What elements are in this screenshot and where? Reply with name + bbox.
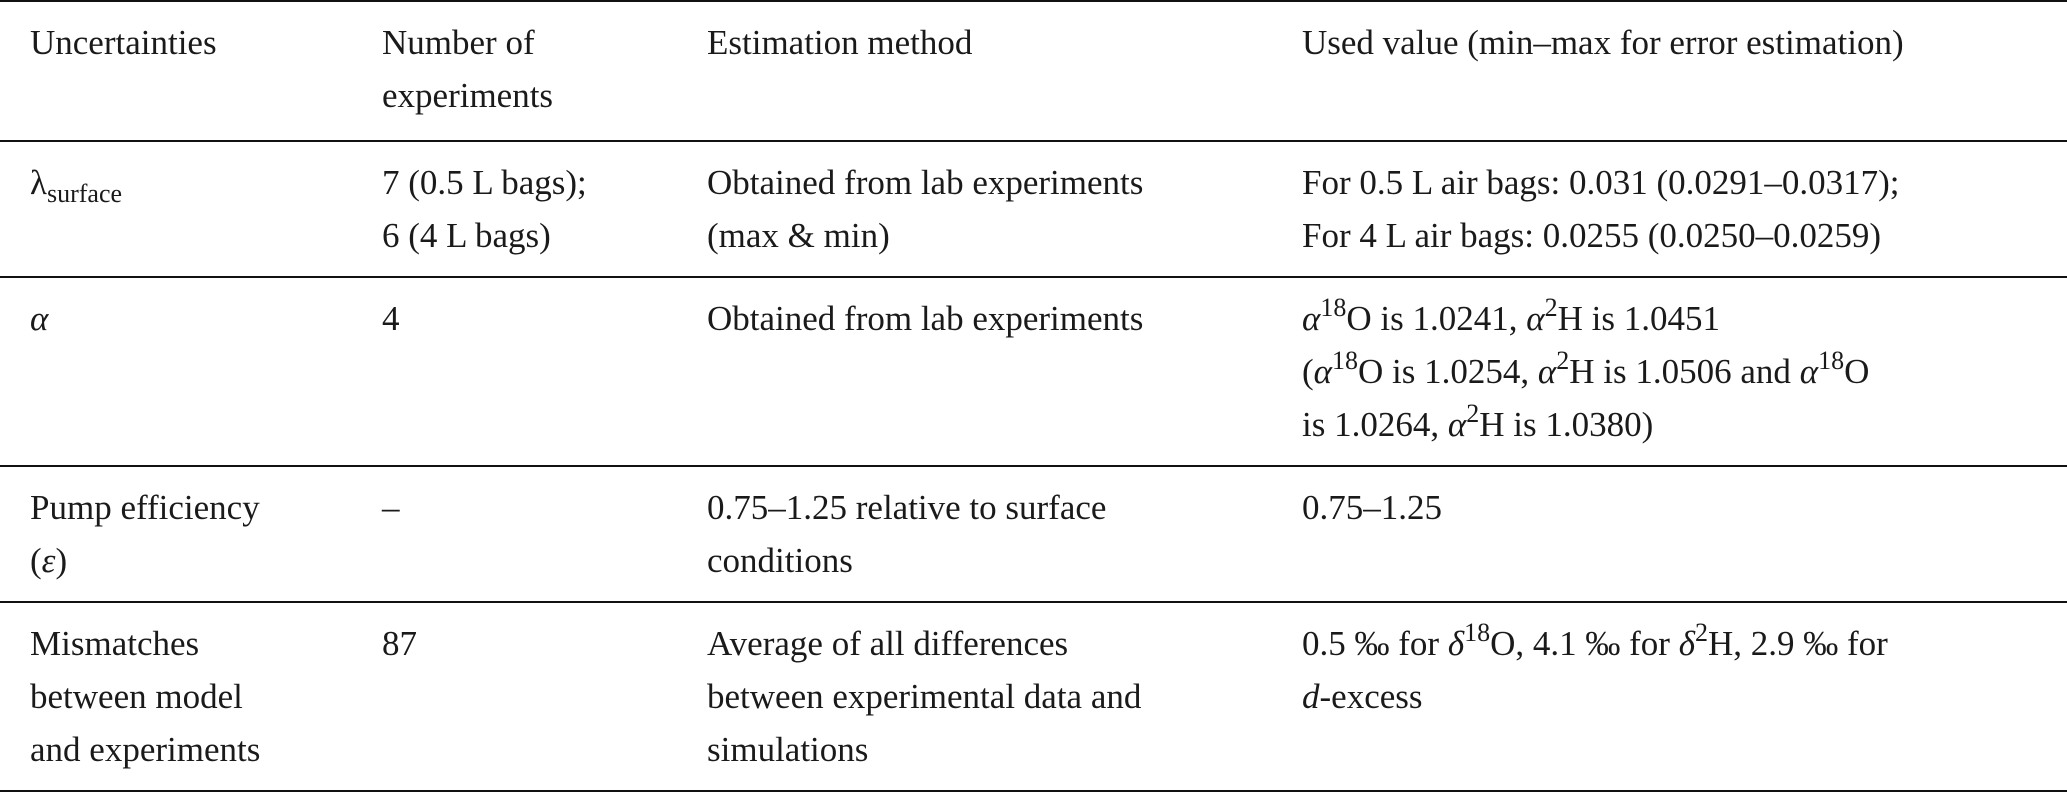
header-number-of-experiments: Number of experiments (382, 1, 707, 141)
name-line: Pump efficiency (30, 488, 260, 527)
cell-uncertainty-mismatches: Mismatches between model and experiments (0, 602, 382, 791)
cell-used-value: For 0.5 L air bags: 0.031 (0.0291–0.0317… (1302, 141, 2067, 277)
cell-method: Obtained from lab experiments (707, 299, 1144, 338)
header-experiments-line-2: experiments (382, 76, 554, 115)
cell-method: 0.75–1.25 relative to surface conditions (707, 466, 1302, 602)
cell-experiments: 87 (382, 624, 417, 663)
experiments-line: 7 (0.5 L bags); (382, 163, 587, 202)
epsilon-symbol: ε (41, 541, 56, 580)
method-line: Average of all differences (707, 624, 1069, 663)
cell-experiments: – (382, 488, 400, 527)
value-line: For 0.5 L air bags: 0.031 (0.0291–0.0317… (1302, 163, 1900, 202)
value-text: -excess (1319, 677, 1423, 716)
name-line: between model (30, 677, 243, 716)
value-line: d-excess (1302, 670, 2047, 723)
superscript: 18 (1320, 293, 1347, 322)
value-text: O is 1.0254, (1358, 352, 1538, 391)
method-line: Obtained from lab experiments (707, 163, 1144, 202)
method-line: (max & min) (707, 216, 890, 255)
cell-experiments: 7 (0.5 L bags); 6 (4 L bags) (382, 141, 707, 277)
experiments-line: 6 (4 L bags) (382, 216, 551, 255)
value-text: H is 1.0380) (1479, 405, 1654, 444)
cell-uncertainty-lambda: λsurface (0, 141, 382, 277)
alpha-symbol: α (1447, 405, 1467, 444)
alpha-symbol: α (30, 299, 49, 338)
header-used-value: Used value (min–max for error estimation… (1302, 23, 1904, 62)
value-text: H is 1.0451 (1557, 299, 1720, 338)
method-line: conditions (707, 541, 853, 580)
table-row: λsurface 7 (0.5 L bags); 6 (4 L bags) Ob… (0, 141, 2067, 277)
superscript: 2 (1544, 293, 1558, 322)
superscript: 2 (1556, 346, 1570, 375)
cell-used-value: 0.5 ‰ for δ18O, 4.1 ‰ for δ2H, 2.9 ‰ for… (1302, 602, 2067, 791)
value-text: O is 1.0241, (1346, 299, 1527, 338)
cell-uncertainty-pump-efficiency: Pump efficiency (ε) (0, 466, 382, 602)
name-line: Mismatches (30, 624, 200, 663)
name-line: and experiments (30, 730, 261, 769)
delta-symbol: δ (1447, 624, 1465, 663)
superscript: 2 (1466, 399, 1480, 428)
cell-uncertainty-alpha: α (0, 277, 382, 466)
table-row: α 4 Obtained from lab experiments α18O i… (0, 277, 2067, 466)
alpha-symbol: α (1799, 352, 1819, 391)
superscript: 2 (1694, 618, 1708, 647)
cell-method: Average of all differences between exper… (707, 602, 1302, 791)
lambda-symbol: λ (30, 163, 47, 202)
table-row: Pump efficiency (ε) – 0.75–1.25 relative… (0, 466, 2067, 602)
value-line: (α18O is 1.0254, α2H is 1.0506 and α18O (1302, 345, 2047, 398)
alpha-symbol: α (1313, 352, 1333, 391)
delta-symbol: δ (1678, 624, 1695, 663)
superscript: 18 (1332, 346, 1359, 375)
table-body: λsurface 7 (0.5 L bags); 6 (4 L bags) Ob… (0, 141, 2067, 791)
value-text: H is 1.0506 and (1569, 352, 1800, 391)
value-line: is 1.0264, α2H is 1.0380) (1302, 398, 2047, 451)
table-row: Mismatches between model and experiments… (0, 602, 2067, 791)
value-line: 0.5 ‰ for δ18O, 4.1 ‰ for δ2H, 2.9 ‰ for (1302, 617, 2047, 670)
alpha-symbol: α (1537, 352, 1557, 391)
superscript: 18 (1464, 618, 1491, 647)
header-row: Uncertainties Number of experiments Esti… (0, 1, 2067, 141)
alpha-symbol: α (1526, 299, 1545, 338)
header-estimation-method: Estimation method (707, 23, 973, 62)
header-experiments-line-1: Number of (382, 23, 535, 62)
value-text: H, 2.9 ‰ for (1707, 624, 1888, 663)
cell-method: Obtained from lab experiments (max & min… (707, 141, 1302, 277)
superscript: 18 (1818, 346, 1845, 375)
header-uncertainties: Uncertainties (30, 23, 217, 62)
value-text: 0.5 ‰ for (1302, 624, 1448, 663)
method-line: between experimental data and (707, 677, 1142, 716)
method-line: 0.75–1.25 relative to surface (707, 488, 1107, 527)
name-line: (ε) (30, 534, 382, 587)
value-line: α18O is 1.0241, α2H is 1.0451 (1302, 292, 2047, 345)
paren: ) (55, 541, 68, 580)
value-text: O (1844, 352, 1870, 391)
table-header: Uncertainties Number of experiments Esti… (0, 1, 2067, 141)
value-text: ( (1302, 352, 1314, 391)
value-text: O, 4.1 ‰ for (1490, 624, 1679, 663)
cell-experiments: 4 (382, 299, 400, 338)
method-line: simulations (707, 730, 869, 769)
value-text: is 1.0264, (1302, 405, 1448, 444)
value-line: For 4 L air bags: 0.0255 (0.0250–0.0259) (1302, 216, 1882, 255)
lambda-subscript: surface (46, 179, 123, 208)
cell-used-value: 0.75–1.25 (1302, 488, 1442, 527)
paren: ( (30, 541, 42, 580)
cell-used-value: α18O is 1.0241, α2H is 1.0451 (α18O is 1… (1302, 277, 2067, 466)
alpha-symbol: α (1302, 299, 1321, 338)
d-symbol: d (1302, 677, 1320, 716)
